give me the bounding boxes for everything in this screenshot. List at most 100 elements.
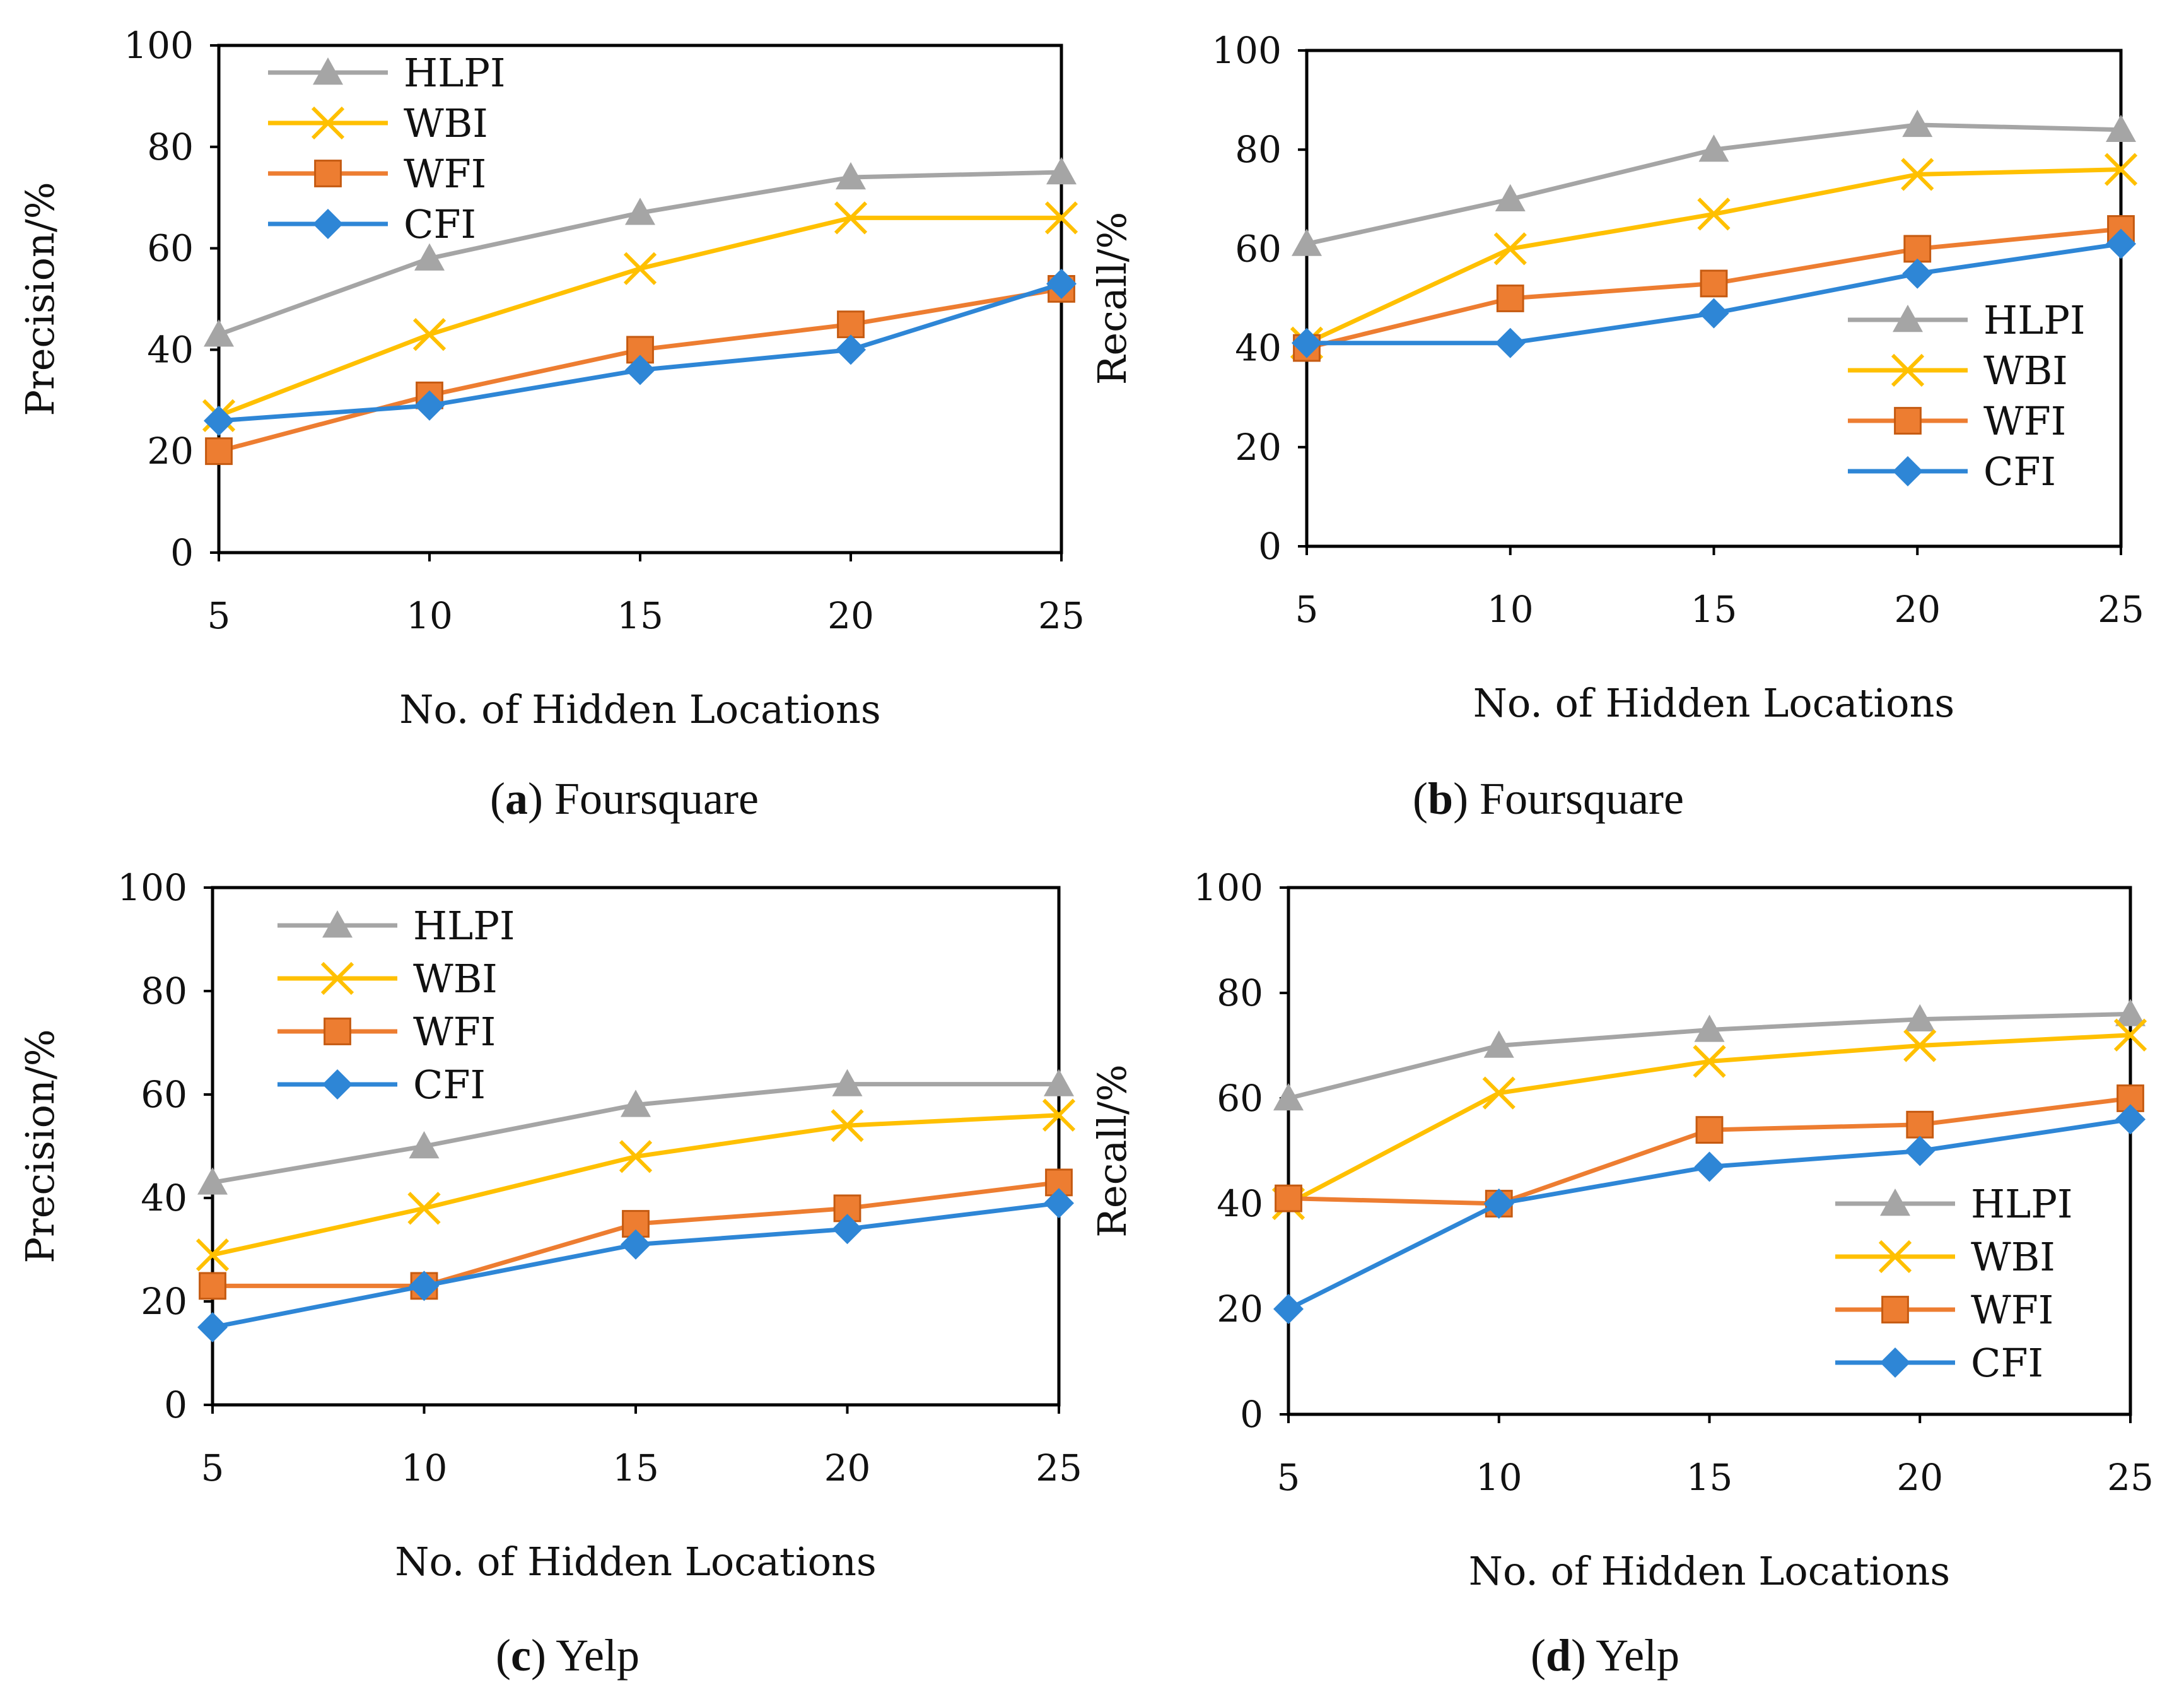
- legend-label: HLPI: [1971, 1181, 2072, 1227]
- y-tick-label: 60: [1217, 1077, 1263, 1120]
- data-point-wfi: [1700, 269, 1728, 298]
- y-tick-label: 20: [147, 430, 194, 472]
- caption-text: ) Yelp: [531, 1630, 639, 1681]
- data-point-hlpi: [409, 1131, 440, 1159]
- data-point-wbi: [196, 1238, 230, 1272]
- legend-label: HLPI: [413, 903, 515, 949]
- data-point-wbi: [1901, 158, 1934, 191]
- caption-text: ) Yelp: [1571, 1630, 1679, 1681]
- y-tick-label: 100: [124, 24, 194, 67]
- x-tick-label: 5: [201, 1447, 225, 1489]
- data-point-wbi: [1693, 1045, 1726, 1078]
- data-point-cfi: [1044, 1188, 1074, 1219]
- data-point-wbi: [412, 318, 447, 351]
- data-point-wbi: [1042, 1098, 1076, 1132]
- data-point-wfi: [205, 437, 233, 466]
- legend-label: WBI: [404, 100, 488, 146]
- legend-item-wfi: WFI: [268, 151, 486, 197]
- data-point-hlpi: [836, 162, 866, 190]
- data-point-cfi: [414, 390, 445, 421]
- chart-panel-d: 0 20 40 60 80 100 5 10 15 20 25 No. of Hidden Locat…: [1089, 866, 2154, 1681]
- data-point-wfi: [1275, 1184, 1302, 1212]
- legend-label: HLPI: [1983, 297, 2085, 343]
- caption-letter: c: [511, 1630, 531, 1681]
- x-tick-label: 20: [824, 1447, 871, 1489]
- legend-item-wbi: WBI: [1835, 1234, 2055, 1280]
- legend-label: WFI: [1971, 1287, 2053, 1333]
- data-point-hlpi: [625, 197, 655, 225]
- x-axis-title: No. of Hidden Locations: [1473, 680, 1955, 726]
- x-tick-label: 25: [1036, 1447, 1082, 1489]
- legend-marker: [1878, 1240, 1912, 1274]
- y-tick-label: 100: [1212, 29, 1282, 72]
- caption-letter: d: [1546, 1630, 1571, 1681]
- data-point-wbi: [619, 1140, 653, 1173]
- data-point-cfi: [1495, 327, 1526, 358]
- data-point-hlpi: [1495, 184, 1526, 211]
- data-point-hlpi: [1698, 134, 1729, 162]
- legend-marker: [322, 1069, 353, 1100]
- legend-item-wbi: WBI: [1848, 348, 2068, 394]
- legend-marker: [322, 910, 353, 938]
- y-axis-title: Precision/%: [17, 182, 63, 416]
- y-axis-title: Recall/%: [1089, 1064, 1135, 1238]
- panel-caption: (c) Yelp: [496, 1630, 639, 1681]
- x-tick-label: 10: [1476, 1456, 1522, 1499]
- legend-item-cfi: CFI: [268, 201, 476, 247]
- data-point-hlpi: [832, 1069, 863, 1096]
- legend-label: CFI: [1983, 449, 2056, 495]
- legend-item-hlpi: HLPI: [1848, 297, 2085, 343]
- legend-marker: [1893, 305, 1923, 332]
- caption-letter: b: [1428, 773, 1453, 824]
- data-point-cfi: [2115, 1104, 2146, 1135]
- y-tick-label: 80: [1217, 971, 1263, 1014]
- legend-item-hlpi: HLPI: [1835, 1181, 2072, 1227]
- x-tick-label: 5: [207, 594, 231, 637]
- legend-marker: [311, 106, 345, 140]
- data-point-cfi: [625, 355, 655, 385]
- legend-item-wfi: WFI: [277, 1009, 496, 1055]
- legend-label: CFI: [404, 201, 476, 247]
- data-point-cfi: [836, 334, 866, 365]
- data-point-hlpi: [1273, 1083, 1304, 1111]
- legend-label: WFI: [413, 1009, 496, 1055]
- data-point-cfi: [1046, 268, 1077, 299]
- y-tick-label: 20: [1235, 426, 1282, 469]
- data-point-hlpi: [1483, 1030, 1514, 1058]
- x-tick-label: 20: [827, 594, 874, 637]
- legend-marker: [1880, 1347, 1910, 1378]
- legend-label: HLPI: [404, 50, 505, 96]
- x-tick-label: 15: [1686, 1456, 1733, 1499]
- y-tick-label: 60: [141, 1073, 187, 1116]
- legend-item-wbi: WBI: [277, 956, 498, 1002]
- data-point-cfi: [1694, 1151, 1725, 1182]
- caption-letter: a: [505, 773, 528, 824]
- panel-caption: (a) Foursquare: [490, 773, 759, 824]
- y-tick-label: 0: [164, 1383, 187, 1426]
- plot-frame: [1287, 886, 2132, 1416]
- legend-marker: [1880, 1188, 1910, 1216]
- data-point-wbi: [2113, 1018, 2147, 1052]
- x-tick-label: 10: [401, 1447, 448, 1489]
- y-axis-title: Precision/%: [17, 1029, 63, 1263]
- x-tick-label: 10: [1487, 588, 1534, 631]
- data-point-wfi: [837, 310, 865, 339]
- legend-item-wfi: WFI: [1835, 1287, 2053, 1333]
- x-tick-label: 5: [1277, 1456, 1300, 1499]
- x-tick-label: 20: [1896, 1456, 1943, 1499]
- data-point-wbi: [623, 252, 657, 285]
- data-point-wfi: [199, 1272, 226, 1300]
- data-point-hlpi: [2115, 999, 2146, 1026]
- data-point-wbi: [2104, 153, 2138, 186]
- legend-label: WBI: [1971, 1234, 2055, 1280]
- y-tick-label: 100: [117, 866, 187, 909]
- y-axis-title: Recall/%: [1089, 212, 1135, 385]
- y-tick-label: 80: [147, 126, 194, 168]
- data-point-wbi: [831, 1109, 864, 1142]
- data-point-cfi: [1273, 1294, 1304, 1324]
- legend-item-hlpi: HLPI: [268, 50, 505, 96]
- data-point-cfi: [204, 405, 234, 436]
- data-point-hlpi: [1292, 228, 1322, 256]
